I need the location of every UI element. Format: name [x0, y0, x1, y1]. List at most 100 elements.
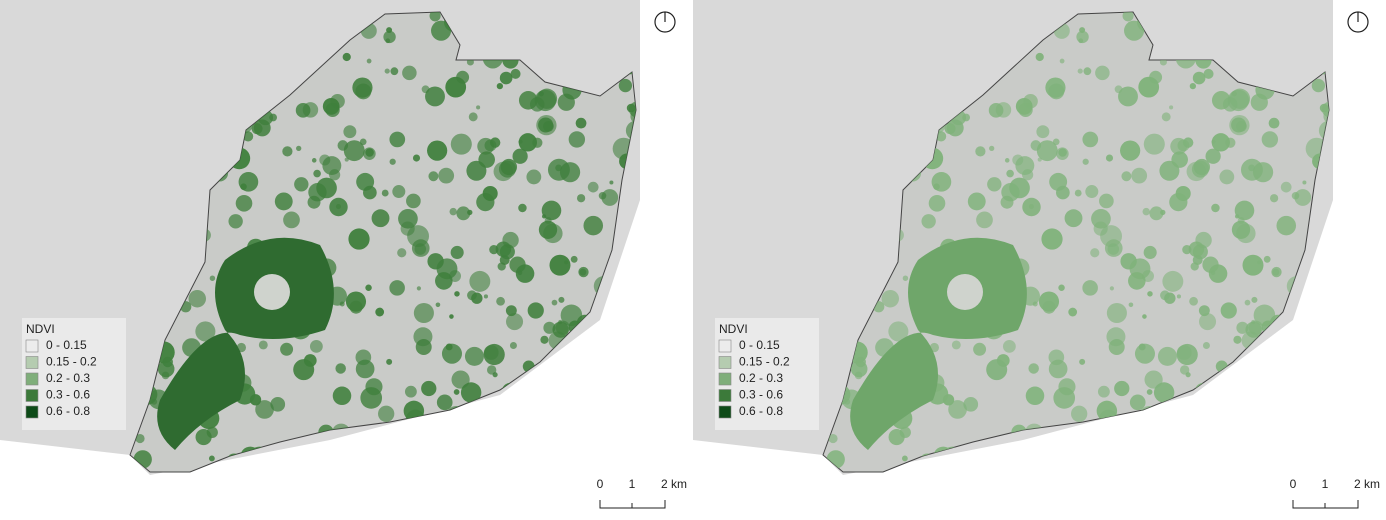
- green-patch: [1294, 189, 1312, 206]
- green-patch: [1171, 151, 1188, 168]
- green-patch: [1095, 65, 1110, 81]
- green-patch: [921, 214, 936, 229]
- green-patch: [1268, 117, 1280, 129]
- green-patch: [1131, 167, 1148, 184]
- green-patch: [1004, 158, 1010, 163]
- green-patch: [413, 302, 434, 324]
- green-patch: [1160, 290, 1170, 301]
- legend-title: NDVI: [719, 322, 748, 336]
- green-patch: [988, 103, 1004, 118]
- green-patch: [1138, 76, 1160, 98]
- green-patch: [1097, 385, 1110, 398]
- green-patch: [436, 394, 453, 411]
- green-patch: [1045, 77, 1066, 98]
- green-patch: [1082, 158, 1089, 165]
- legend-swatch: [718, 356, 732, 369]
- green-patch: [506, 313, 524, 331]
- green-patch: [1182, 137, 1194, 148]
- green-patch: [1157, 346, 1177, 366]
- green-patch: [1053, 387, 1076, 409]
- green-patch: [544, 216, 552, 224]
- green-patch: [1106, 327, 1126, 347]
- legend-box: [22, 318, 126, 430]
- green-patch: [456, 206, 471, 221]
- green-patch: [460, 382, 482, 403]
- green-patch: [1082, 280, 1098, 296]
- green-patch: [316, 177, 337, 199]
- green-patch: [352, 77, 373, 98]
- green-patch: [375, 307, 385, 317]
- green-patch: [355, 359, 375, 379]
- park-clearing: [947, 274, 983, 310]
- legend-label: 0.15 - 0.2: [46, 355, 97, 369]
- green-patch: [1233, 335, 1242, 344]
- scale-label: 0: [1290, 477, 1297, 491]
- green-patch: [386, 358, 393, 365]
- green-patch: [551, 299, 558, 306]
- green-patch: [568, 131, 586, 148]
- green-patch: [384, 68, 390, 74]
- legend-swatch: [718, 339, 732, 353]
- green-patch: [476, 105, 481, 110]
- green-patch: [967, 192, 986, 211]
- green-patch: [1211, 203, 1220, 213]
- green-patch: [518, 133, 537, 152]
- green-patch: [1036, 125, 1050, 139]
- green-patch: [1251, 296, 1258, 303]
- green-patch: [449, 270, 461, 282]
- green-patch: [1280, 181, 1292, 193]
- green-patch: [541, 214, 547, 219]
- green-patch: [392, 185, 406, 199]
- green-patch: [365, 284, 372, 291]
- green-patch: [478, 151, 495, 168]
- green-patch: [495, 241, 512, 258]
- green-patch: [329, 197, 348, 217]
- legend-box: [715, 318, 819, 430]
- green-patch: [583, 215, 604, 236]
- green-patch: [951, 340, 961, 350]
- green-patch: [1049, 172, 1068, 191]
- green-patch: [540, 335, 549, 344]
- green-patch: [255, 400, 274, 419]
- green-patch: [1234, 200, 1255, 221]
- green-patch: [366, 58, 372, 64]
- green-patch: [1120, 140, 1141, 161]
- green-patch: [1237, 216, 1245, 224]
- green-patch: [468, 112, 478, 122]
- green-patch: [1219, 169, 1235, 185]
- green-patch: [499, 71, 513, 85]
- legend-swatch: [718, 405, 732, 419]
- green-patch: [343, 125, 357, 139]
- green-patch: [1036, 140, 1058, 162]
- green-patch: [609, 180, 614, 185]
- green-patch: [381, 189, 389, 197]
- green-patch: [1253, 304, 1276, 327]
- green-patch: [1205, 148, 1221, 164]
- green-patch: [552, 321, 569, 338]
- legend-label: 0 - 0.15: [739, 338, 780, 352]
- green-patch: [389, 158, 396, 165]
- green-patch: [389, 280, 405, 296]
- green-patch: [500, 158, 518, 176]
- green-patch: [1252, 162, 1274, 183]
- green-patch: [235, 194, 253, 212]
- green-patch: [601, 189, 619, 206]
- green-patch: [1149, 206, 1164, 221]
- green-patch: [576, 194, 586, 203]
- green-patch: [1105, 154, 1114, 162]
- green-patch: [403, 400, 425, 422]
- green-patch: [509, 341, 517, 349]
- green-patch: [902, 275, 909, 281]
- green-patch: [1227, 89, 1250, 112]
- green-patch: [1058, 284, 1065, 291]
- green-patch: [1074, 189, 1082, 197]
- green-patch: [309, 339, 323, 353]
- green-patch: [518, 203, 527, 213]
- green-patch: [1064, 209, 1083, 228]
- green-patch: [1169, 105, 1174, 110]
- green-patch: [1189, 296, 1198, 306]
- green-patch: [1068, 307, 1078, 317]
- legend-swatch: [25, 372, 39, 386]
- green-patch: [1202, 341, 1210, 349]
